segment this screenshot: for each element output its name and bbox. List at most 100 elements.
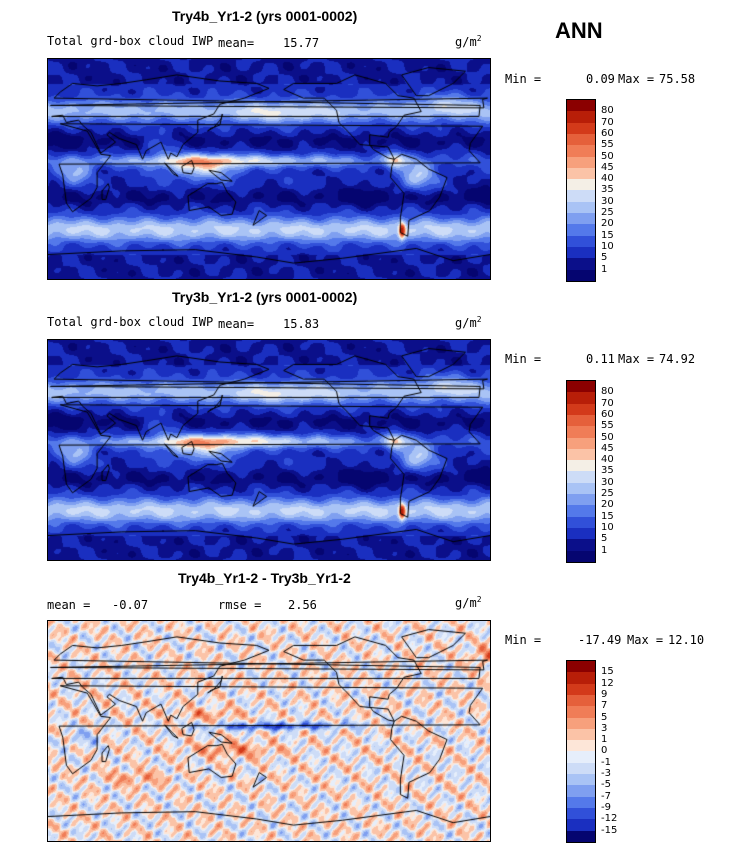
panel2-colorbar-swatch — [567, 460, 595, 472]
panel3-colorbar-tick-label: 1 — [601, 734, 608, 746]
panel1-colorbar-swatch — [567, 246, 595, 259]
panel1-min-value: 0.09 — [586, 72, 615, 86]
panel3-colorbar-swatch — [567, 807, 595, 820]
panel3-colorbar-tick-label: -15 — [601, 824, 618, 836]
panel3-colorbar-swatch — [567, 672, 595, 685]
season-label: ANN — [555, 18, 603, 43]
panel3-colorbar-swatch — [567, 694, 595, 707]
panel2-min-value: 0.11 — [586, 352, 615, 366]
panel3-min-label: Min = — [505, 633, 542, 647]
panel1-colorbar-swatch — [567, 167, 595, 180]
panel1-max-label: Max = — [618, 72, 655, 86]
panel3-colorbar-tick-label: -3 — [601, 768, 611, 779]
panel2-colorbar-tick-label: 35 — [601, 465, 614, 477]
panel2-colorbar-swatch — [567, 527, 595, 540]
panel2-colorbar-outline — [566, 380, 596, 563]
panel1-units: g/m2 — [455, 34, 482, 49]
panel2-colorbar-swatch — [567, 448, 595, 461]
panel2-units: g/m2 — [455, 315, 482, 330]
panel2-colorbar-tick-label: 70 — [601, 397, 614, 409]
panel1-colorbar-swatch — [567, 145, 595, 158]
panel3-colorbar-tick-label: 15 — [601, 666, 614, 678]
panel2-colorbar-tick-label: 40 — [601, 454, 614, 466]
panel2-colorbar-swatch — [567, 482, 595, 495]
panel2-colorbar-swatch — [567, 550, 595, 563]
panel1-mean-label: mean= — [218, 36, 255, 50]
panel1-colorbar-tick-label: 60 — [601, 127, 614, 139]
panel3-colorbar-swatch — [567, 717, 595, 730]
panel3-rmse-value: 2.56 — [288, 598, 317, 612]
panel1-colorbar-swatch — [567, 122, 595, 135]
panel2-colorbar-tick-label: 20 — [601, 499, 614, 511]
panel1-colorbar-swatch — [567, 224, 595, 237]
panel2-colorbar-tick-label: 30 — [601, 476, 614, 488]
panel3-colorbar-swatch — [567, 819, 595, 832]
panel2-mean-label: mean= — [218, 317, 255, 331]
panel3-colorbar-outline — [566, 660, 596, 843]
panel1-colorbar-swatch — [567, 213, 595, 225]
panel1-colorbar-swatch — [567, 111, 595, 124]
panel3-colorbar-swatch — [567, 796, 595, 809]
panel1-min-label: Min = — [505, 72, 542, 86]
panel2-title: Try3b_Yr1-2 (yrs 0001-0002) — [172, 289, 358, 305]
panel1-colorbar-tick-label: 15 — [601, 229, 614, 241]
panel1-colorbar-swatch — [567, 133, 595, 146]
panel1-colorbar-swatch — [567, 156, 595, 169]
panel3-mean-label: mean = — [47, 598, 91, 612]
panel2-colorbar-tick-label: 15 — [601, 510, 614, 522]
panel1-variable: Total grd-box cloud IWP — [47, 34, 214, 48]
panel3-colorbar-tick-label: 0 — [601, 745, 608, 757]
panel2-colorbar-swatch — [567, 381, 595, 393]
panel2-colorbar-swatch — [567, 403, 595, 416]
panel2-variable: Total grd-box cloud IWP — [47, 315, 214, 329]
panel1-colorbar-tick-label: 55 — [601, 139, 614, 151]
panel3-colorbar-tick-label: 12 — [601, 677, 614, 689]
panel2-min-label: Min = — [505, 352, 542, 366]
panel1-colorbar-tick-label: 45 — [601, 161, 614, 173]
panel1-colorbar-tick-label: 35 — [601, 184, 614, 196]
panel2-colorbar-swatch — [567, 426, 595, 439]
panel3-mean-value: -0.07 — [112, 598, 149, 612]
panel1-colorbar-swatch — [567, 190, 595, 203]
panel2-colorbar-tick-label: 25 — [601, 488, 614, 499]
panel3-colorbar-tick-label: -1 — [601, 756, 611, 768]
panel3-map — [47, 620, 491, 842]
panel2-colorbar-tick-label: 1 — [601, 544, 608, 556]
panel1-colorbar-tick-label: 50 — [601, 150, 614, 162]
panel2-colorbar-tick-label: 50 — [601, 431, 614, 443]
panel2-colorbar-tick-label: 60 — [601, 408, 614, 420]
panel1-colorbar-swatch — [567, 235, 595, 248]
panel2-colorbar-swatch — [567, 505, 595, 518]
panel2-colorbar-swatch — [567, 437, 595, 450]
panel3-title: Try4b_Yr1-2 - Try3b_Yr1-2 — [178, 570, 351, 586]
panel3-colorbar-swatch — [567, 728, 595, 741]
panel1-colorbar-swatch — [567, 269, 595, 282]
panel2-colorbar-tick-label: 10 — [601, 521, 614, 533]
panel3-max-value: 12.10 — [668, 633, 705, 647]
panel2-colorbar-tick-label: 5 — [601, 533, 608, 545]
panel2-colorbar-tick-label: 45 — [601, 442, 614, 454]
panel3-colorbar-tick-label: -7 — [601, 790, 611, 802]
panel3-colorbar-tick-label: 5 — [601, 711, 608, 723]
panel1-colorbar-tick-label: 40 — [601, 173, 614, 185]
panel3-colorbar-swatch — [567, 751, 595, 764]
panel2-colorbar-swatch — [567, 539, 595, 552]
panel3-rmse-label: rmse = — [218, 598, 262, 612]
panel1-colorbar-tick-label: 70 — [601, 116, 614, 128]
panel2-colorbar-swatch — [567, 471, 595, 484]
panel1-map — [47, 58, 491, 280]
panel1-colorbar-tick-label: 30 — [601, 195, 614, 207]
panel3-colorbar-swatch — [567, 830, 595, 843]
panel2-map — [47, 339, 491, 561]
panel1-max-value: 75.58 — [659, 72, 696, 86]
panel1-colorbar-tick-label: 80 — [601, 105, 614, 117]
panel3-colorbar-swatch — [567, 785, 595, 798]
panel2-max-label: Max = — [618, 352, 655, 366]
panel3-max-label: Max = — [627, 633, 664, 647]
panel1-colorbar-tick-label: 25 — [601, 207, 614, 218]
panel3-colorbar-tick-label: 3 — [601, 722, 608, 734]
panel2-max-value: 74.92 — [659, 352, 696, 366]
panel2-colorbar-swatch — [567, 392, 595, 405]
panel1-colorbar-tick-label: 10 — [601, 240, 614, 252]
panel1-mean-value: 15.77 — [283, 36, 320, 50]
